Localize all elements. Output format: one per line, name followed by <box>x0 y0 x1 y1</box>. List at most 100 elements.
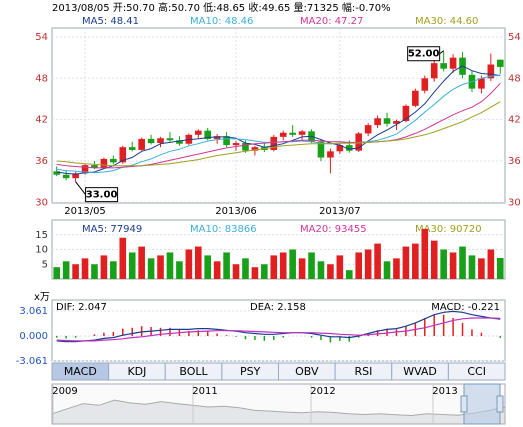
navigator-window[interactable] <box>463 383 501 425</box>
candle-body <box>147 138 155 144</box>
candle-body <box>336 145 344 152</box>
y-tick-label: 0.000 <box>19 331 48 342</box>
volume-bar <box>110 261 117 279</box>
volume-bar <box>176 261 183 279</box>
tab-label[interactable]: OBV <box>295 365 319 378</box>
volume-bar <box>364 249 372 279</box>
candle-body <box>166 138 174 141</box>
candle-body <box>110 158 117 163</box>
volume-bar <box>440 249 447 279</box>
candle-body <box>449 57 457 69</box>
volume-bar <box>204 255 212 279</box>
volume-bar <box>355 252 363 279</box>
y-tick-label-right: 36 <box>508 156 521 167</box>
macd-line <box>56 310 501 343</box>
candle-body <box>478 78 485 89</box>
candle-body <box>298 131 306 135</box>
tab-label[interactable]: WVAD <box>403 365 437 378</box>
candle-body <box>393 121 400 124</box>
annotation-leader <box>439 50 444 55</box>
volume-bar <box>327 264 334 279</box>
navigator-year: 2011 <box>192 386 217 397</box>
candle-body <box>91 165 98 168</box>
ma-line <box>56 101 501 167</box>
candle-body <box>81 165 89 174</box>
candle-body <box>176 140 183 144</box>
navigator-handle[interactable] <box>460 395 468 413</box>
legend-entry: MA20: 47.27 <box>300 16 363 27</box>
volume-bar <box>402 246 410 279</box>
candle-body <box>345 145 353 151</box>
annotation-box <box>407 46 441 62</box>
volume-bar <box>393 258 400 279</box>
y-tick-label: 3.061 <box>19 306 48 317</box>
volume-bar <box>223 252 230 279</box>
candle-body <box>251 147 259 151</box>
tab-label[interactable]: PSY <box>240 365 261 378</box>
annotation-box <box>85 187 119 203</box>
header: 2013/08/05 开:50.70 高:50.70 低:48.65 收:49.… <box>52 1 391 14</box>
annotation-label: 52.00 <box>408 49 440 60</box>
y-tick-label: -3.061 <box>16 356 48 367</box>
candle-body <box>53 171 61 175</box>
y-tick-label: 36 <box>35 156 48 167</box>
y-tick-label-right: 42 <box>508 115 521 126</box>
legend-entry: MA5: 48.41 <box>82 16 139 27</box>
candle-body <box>223 136 230 146</box>
candle-body <box>374 118 381 126</box>
tab-label[interactable]: KDJ <box>127 365 146 378</box>
volume-bar <box>62 261 70 279</box>
y-tick-label-right: 54 <box>508 32 521 43</box>
candle-body <box>402 105 410 122</box>
volume-bar <box>336 255 344 279</box>
candle-body <box>213 136 221 139</box>
volume-bar <box>166 252 174 279</box>
x-tick-label: 2013/07 <box>319 206 361 217</box>
volume-bar <box>91 264 98 279</box>
panel-frame <box>51 27 506 204</box>
volume-bar <box>232 264 240 279</box>
volume-bar <box>383 261 391 279</box>
legend-entry: DIF: 2.047 <box>56 302 107 313</box>
navigator-handle[interactable] <box>496 395 504 413</box>
volume-bar <box>251 267 259 279</box>
candle-body <box>440 63 447 69</box>
tab-label[interactable]: RSI <box>355 365 373 378</box>
volume-bar <box>496 257 504 279</box>
candle-body <box>270 136 278 150</box>
unit-label: x万 <box>34 292 50 303</box>
legend-entry: MA10: 83866 <box>190 224 257 235</box>
volume-bar <box>317 261 325 279</box>
volume-bar <box>459 246 466 279</box>
x-tick-label: 2013/06 <box>215 206 257 217</box>
y-tick-label: 10 <box>35 245 48 256</box>
volume-bar <box>468 255 476 279</box>
candle-body <box>289 132 296 135</box>
navigator-year: 2013 <box>432 386 457 397</box>
volume-bar <box>478 258 485 279</box>
volume-bar <box>298 258 306 279</box>
y-tick-label: 30 <box>35 197 48 208</box>
volume-bar <box>72 264 79 279</box>
y-tick-label: 48 <box>35 73 48 84</box>
tab-label[interactable]: CCI <box>467 365 486 378</box>
y-tick-label-right: 30 <box>508 197 521 208</box>
legend-entry: MA10: 48.46 <box>190 16 253 27</box>
tab-label[interactable]: MACD <box>64 365 97 378</box>
volume-bar <box>100 255 108 279</box>
volume-bar <box>487 249 495 279</box>
volume-bar <box>279 252 287 279</box>
candle-body <box>194 130 202 135</box>
candle-body <box>72 173 79 179</box>
y-tick-label: 54 <box>35 32 48 43</box>
volume-bar <box>430 240 438 279</box>
volume-bar <box>242 258 249 279</box>
panel-frame <box>51 299 506 362</box>
tab[interactable] <box>447 362 506 381</box>
ma-line <box>56 65 501 175</box>
tab-label[interactable]: BOLL <box>179 365 208 378</box>
volume-bar <box>128 252 136 279</box>
volume-bar <box>138 246 145 279</box>
candle-body <box>232 143 240 146</box>
